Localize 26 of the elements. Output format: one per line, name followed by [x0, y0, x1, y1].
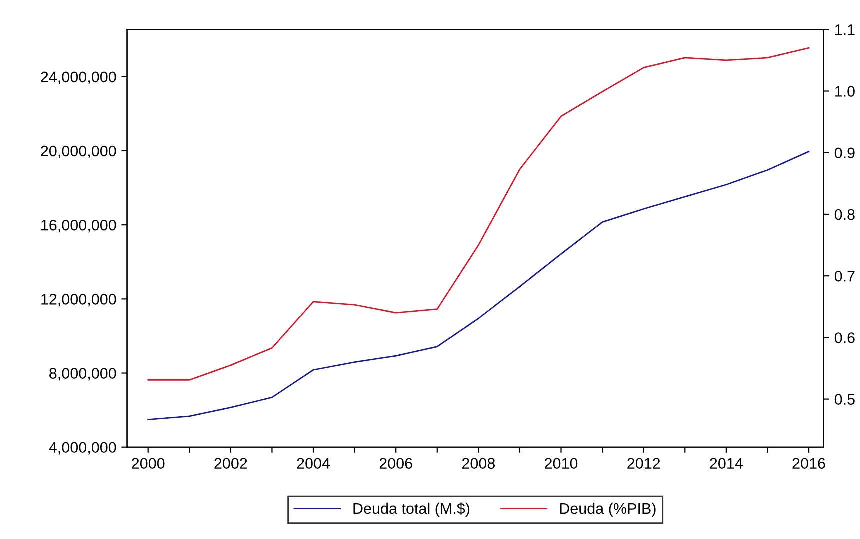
y-tick-label: 20,000,000 — [41, 146, 116, 158]
x-tick-label: 2014 — [710, 458, 743, 470]
y2-tick-label: 1.1 — [835, 24, 855, 36]
legend-label: Deuda total (M.$) — [354, 502, 470, 518]
y-tick-label: 16,000,000 — [42, 220, 116, 233]
x-tick-label: 2008 — [462, 458, 496, 470]
y2-tick-label: 0.8 — [834, 209, 855, 220]
x-tick-label: 2010 — [545, 458, 578, 470]
y2-tick-label: 0.9 — [834, 148, 855, 159]
x-tick-label: 2002 — [214, 458, 248, 470]
y-tick-label: 8,000,000 — [50, 368, 116, 381]
x-tick-label: 2004 — [297, 458, 330, 470]
line-series — [148, 47, 810, 381]
y2-tick-label: 1.0 — [835, 86, 855, 97]
x-tick-label: 2006 — [380, 458, 412, 470]
y-tick-label: 12,000,000 — [42, 294, 116, 307]
x-tick-label: 2000 — [132, 458, 165, 470]
y2-tick-label: 0.7 — [834, 270, 855, 282]
x-tick-label: 2012 — [628, 458, 660, 470]
legend-label: Deuda (%PIB) — [560, 502, 656, 518]
x-tick-label: 2016 — [792, 458, 826, 470]
y-tick-label: 24,000,000 — [41, 72, 116, 84]
y-tick-label: 4,000,000 — [49, 442, 116, 455]
y2-tick-label: 0.5 — [834, 394, 855, 405]
line-series — [148, 151, 810, 420]
y2-tick-label: 0.6 — [834, 332, 855, 344]
